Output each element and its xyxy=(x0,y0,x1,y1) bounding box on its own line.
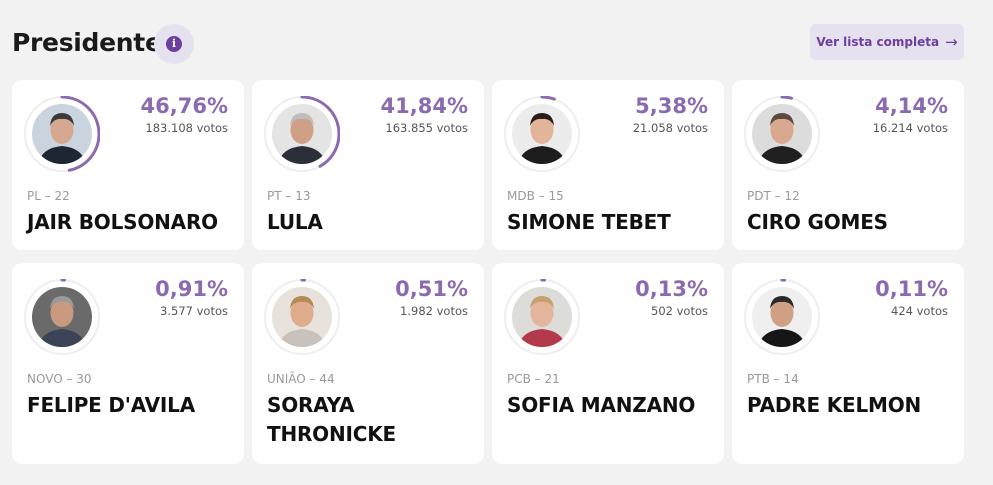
avatar-progress xyxy=(24,96,100,172)
candidate-avatar xyxy=(272,104,332,164)
candidate-name: PADRE KELMON xyxy=(747,393,922,417)
vote-count: 502 votos xyxy=(651,304,708,318)
candidate-card[interactable]: 5,38% 21.058 votos MDB – 15 SIMONE TEBET xyxy=(492,80,724,250)
avatar-progress xyxy=(264,96,340,172)
vote-share-ring xyxy=(264,96,340,172)
vote-share-ring xyxy=(24,279,100,355)
candidate-avatar xyxy=(32,287,92,347)
vote-percentage: 0,11% xyxy=(875,277,948,301)
party-number: MDB – 15 xyxy=(507,189,564,203)
candidate-card[interactable]: 0,11% 424 votos PTB – 14 PADRE KELMON xyxy=(732,263,964,464)
avatar-progress xyxy=(744,96,820,172)
avatar-progress xyxy=(744,279,820,355)
candidate-name: FELIPE D'AVILA xyxy=(27,393,195,417)
vote-count: 21.058 votos xyxy=(632,121,708,135)
info-button[interactable]: i xyxy=(154,24,194,64)
party-number: PCB – 21 xyxy=(507,372,560,386)
section-header: Presidente i Ver lista completa → xyxy=(12,24,964,64)
party-number: UNIÃO – 44 xyxy=(267,372,335,386)
vote-share-ring xyxy=(264,279,340,355)
party-number: PDT – 12 xyxy=(747,189,800,203)
candidate-name: SOFIA MANZANO xyxy=(507,393,696,417)
vote-share-ring xyxy=(24,96,100,172)
avatar-progress xyxy=(504,96,580,172)
party-number: PL – 22 xyxy=(27,189,70,203)
vote-count: 1.982 votos xyxy=(400,304,468,318)
vote-count: 16.214 votos xyxy=(872,121,948,135)
candidate-avatar xyxy=(272,287,332,347)
candidate-card[interactable]: 0,51% 1.982 votos UNIÃO – 44 SORAYA THRO… xyxy=(252,263,484,464)
candidate-card[interactable]: 46,76% 183.108 votos PL – 22 JAIR BOLSON… xyxy=(12,80,244,250)
candidate-card[interactable]: 4,14% 16.214 votos PDT – 12 CIRO GOMES xyxy=(732,80,964,250)
page-title: Presidente xyxy=(12,28,162,57)
party-number: NOVO – 30 xyxy=(27,372,92,386)
candidate-name: SORAYA THRONICKE xyxy=(267,393,397,446)
candidate-name: SIMONE TEBET xyxy=(507,210,671,234)
party-number: PT – 13 xyxy=(267,189,311,203)
avatar-progress xyxy=(24,279,100,355)
arrow-right-icon: → xyxy=(945,33,958,51)
vote-share-ring xyxy=(504,96,580,172)
vote-count: 183.108 votos xyxy=(145,121,228,135)
view-all-label: Ver lista completa xyxy=(816,35,940,49)
vote-percentage: 5,38% xyxy=(635,94,708,118)
candidate-card[interactable]: 0,91% 3.577 votos NOVO – 30 FELIPE D'AVI… xyxy=(12,263,244,464)
candidate-avatar xyxy=(32,104,92,164)
vote-percentage: 0,51% xyxy=(395,277,468,301)
vote-percentage: 0,91% xyxy=(155,277,228,301)
info-icon: i xyxy=(166,36,182,52)
candidate-card[interactable]: 0,13% 502 votos PCB – 21 SOFIA MANZANO xyxy=(492,263,724,464)
party-number: PTB – 14 xyxy=(747,372,799,386)
vote-share-ring xyxy=(744,96,820,172)
vote-share-ring xyxy=(744,279,820,355)
candidate-avatar xyxy=(512,104,572,164)
vote-percentage: 0,13% xyxy=(635,277,708,301)
vote-count: 424 votos xyxy=(891,304,948,318)
vote-share-ring xyxy=(504,279,580,355)
vote-count: 163.855 votos xyxy=(385,121,468,135)
candidate-avatar xyxy=(752,104,812,164)
vote-percentage: 4,14% xyxy=(875,94,948,118)
vote-percentage: 41,84% xyxy=(380,94,468,118)
candidate-avatar xyxy=(512,287,572,347)
avatar-progress xyxy=(264,279,340,355)
avatar-progress xyxy=(504,279,580,355)
candidate-name: JAIR BOLSONARO xyxy=(27,210,218,234)
candidate-name: CIRO GOMES xyxy=(747,210,888,234)
candidate-name: LULA xyxy=(267,210,323,234)
vote-percentage: 46,76% xyxy=(140,94,228,118)
candidate-card[interactable]: 41,84% 163.855 votos PT – 13 LULA xyxy=(252,80,484,250)
vote-count: 3.577 votos xyxy=(160,304,228,318)
candidate-avatar xyxy=(752,287,812,347)
view-all-button[interactable]: Ver lista completa → xyxy=(810,24,964,60)
